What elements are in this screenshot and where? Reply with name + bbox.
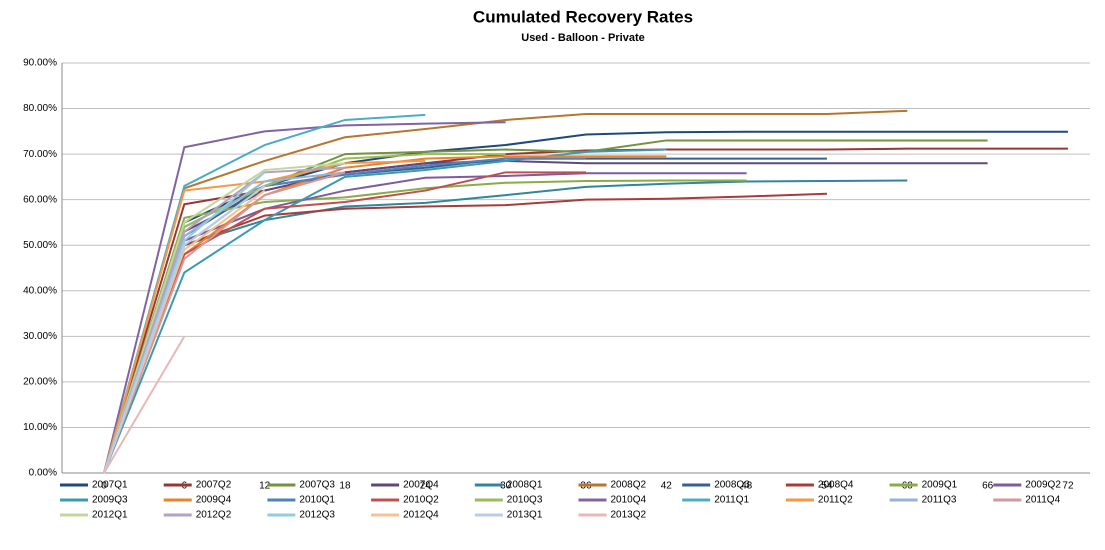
x-tick-label: 18: [339, 481, 351, 492]
legend-label: 2008Q4: [818, 480, 854, 491]
legend-label: 2009Q2: [1025, 480, 1061, 491]
legend-label: 2009Q1: [922, 480, 958, 491]
legend-label: 2008Q1: [507, 480, 543, 491]
series-line: [103, 157, 827, 474]
legend-label: 2011Q2: [818, 495, 853, 506]
series-line: [103, 159, 988, 474]
y-tick-label: 20.00%: [23, 377, 57, 388]
series-line: [103, 148, 667, 474]
series-line: [103, 166, 346, 474]
series-line: [103, 335, 186, 474]
series-line: [103, 171, 346, 474]
x-tick-label: 12: [259, 481, 271, 492]
x-tick-label: 48: [741, 481, 753, 492]
series-line: [103, 155, 667, 474]
legend-label: 2008Q2: [611, 480, 647, 491]
legend-label: 2011Q4: [1025, 495, 1060, 506]
legend-label: 2007Q4: [403, 480, 439, 491]
series-line: [103, 171, 586, 474]
chart-subtitle: Used - Balloon - Private: [521, 32, 644, 44]
x-tick-label: 0: [101, 481, 107, 492]
legend-label: 2009Q3: [92, 495, 128, 506]
y-tick-label: 30.00%: [23, 331, 57, 342]
series-line: [103, 121, 506, 474]
legend-label: 2007Q2: [196, 480, 232, 491]
series-line: [103, 179, 908, 474]
legend-label: 2013Q1: [507, 510, 543, 521]
x-tick-label: 24: [420, 481, 432, 492]
legend-label: 2010Q3: [507, 495, 543, 506]
y-tick-label: 50.00%: [23, 240, 57, 251]
legend-label: 2012Q3: [299, 510, 335, 521]
x-tick-label: 66: [982, 481, 994, 492]
legend-label: 2012Q2: [196, 510, 232, 521]
y-tick-label: 40.00%: [23, 285, 57, 296]
y-tick-label: 10.00%: [23, 422, 57, 433]
legend-label: 2012Q4: [403, 510, 439, 521]
series-line: [103, 162, 346, 474]
x-tick-label: 54: [821, 481, 833, 492]
y-tick-label: 60.00%: [23, 194, 57, 205]
legend-label: 2009Q4: [196, 495, 232, 506]
chart-title: Cumulated Recovery Rates: [473, 7, 693, 26]
x-tick-label: 42: [661, 481, 673, 492]
legend-label: 2007Q3: [299, 480, 335, 491]
legend-label: 2010Q1: [299, 495, 335, 506]
legend-label: 2008Q3: [714, 480, 750, 491]
legend-label: 2007Q1: [92, 480, 128, 491]
legend-label: 2012Q1: [92, 510, 128, 521]
legend-label: 2013Q2: [611, 510, 647, 521]
y-tick-label: 90.00%: [23, 58, 57, 69]
x-tick-label: 30: [500, 481, 512, 492]
y-tick-label: 80.00%: [23, 103, 57, 114]
series-line: [103, 185, 266, 474]
series-line: [103, 109, 908, 474]
x-tick-label: 72: [1062, 481, 1074, 492]
legend-label: 2011Q3: [922, 495, 957, 506]
legend-label: 2010Q2: [403, 495, 439, 506]
legend-label: 2010Q4: [611, 495, 647, 506]
y-tick-label: 70.00%: [23, 149, 57, 160]
y-tick-label: 0.00%: [29, 468, 57, 479]
legend-label: 2011Q1: [714, 495, 749, 506]
